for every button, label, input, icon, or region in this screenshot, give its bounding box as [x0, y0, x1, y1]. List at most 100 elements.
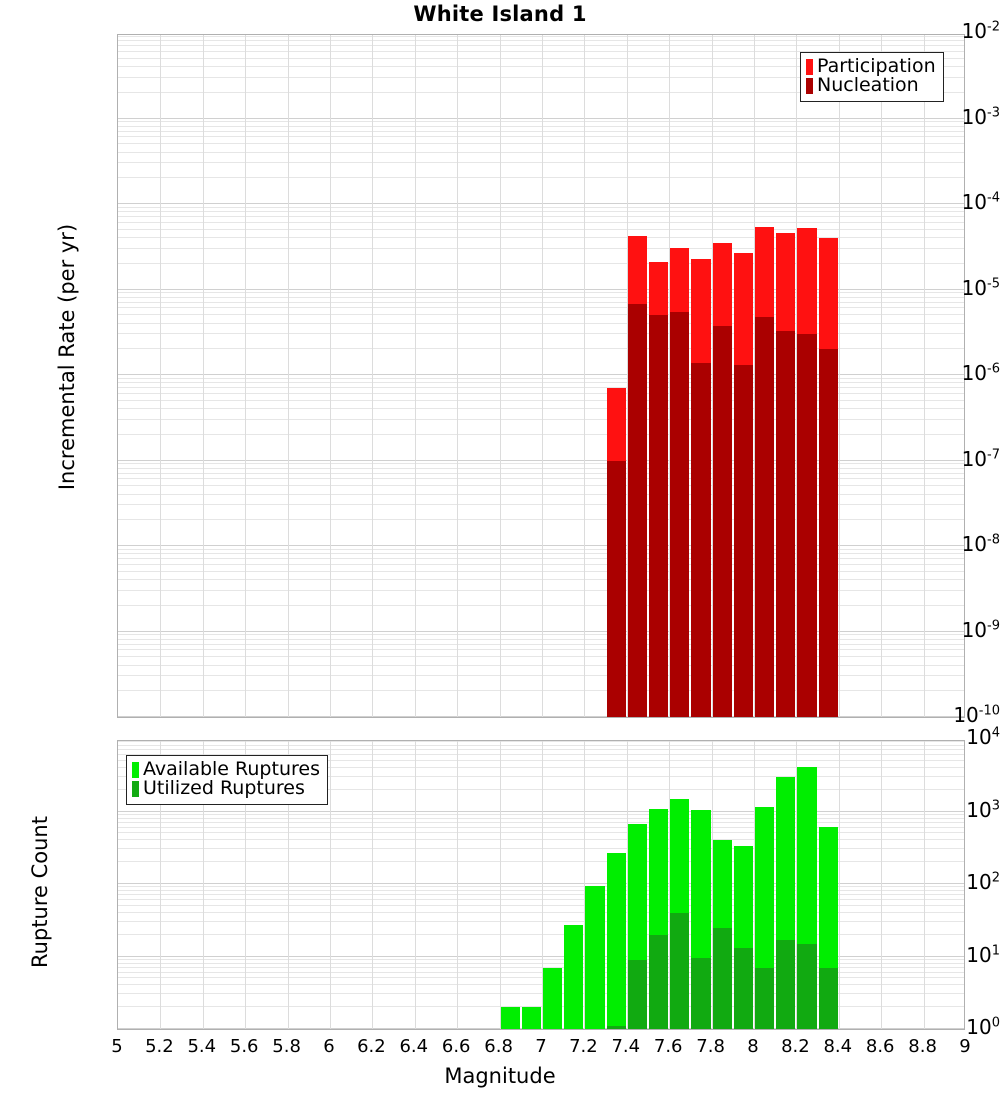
grid-line-horizontal — [118, 861, 964, 863]
grid-line-horizontal — [118, 675, 964, 677]
legend-item-participation[interactable]: Participation — [806, 56, 936, 76]
legend-label-available-ruptures: Available Ruptures — [143, 758, 320, 780]
grid-line-horizontal — [118, 553, 964, 555]
grid-lines-top — [118, 35, 964, 717]
grid-line-horizontal — [118, 374, 964, 375]
grid-line-horizontal — [118, 162, 964, 164]
grid-line-horizontal — [118, 545, 964, 546]
grid-line-vertical — [160, 741, 162, 1029]
grid-line-horizontal — [118, 237, 964, 239]
grid-line-horizontal — [118, 377, 964, 379]
grid-line-horizontal — [118, 382, 964, 384]
grid-line-horizontal — [118, 301, 964, 303]
bar-rupture-count-4 — [585, 741, 605, 1029]
grid-line-horizontal — [118, 206, 964, 208]
y-tick-label: 102 — [966, 870, 1000, 894]
bar-segment-inner — [670, 912, 690, 1029]
grid-line-horizontal — [118, 558, 964, 560]
grid-line-vertical — [499, 35, 501, 717]
grid-line-horizontal — [118, 993, 964, 995]
bar-incremental-rate-9 — [797, 35, 817, 717]
bar-rupture-count-0 — [500, 741, 520, 1029]
grid-line-horizontal — [118, 911, 964, 913]
bar-segment-inner — [797, 943, 817, 1029]
y-tick-label: 10-7 — [961, 446, 1000, 471]
x-tick-label: 5.6 — [229, 1036, 259, 1057]
grid-line-vertical — [838, 741, 840, 1029]
bar-segment-inner — [627, 959, 647, 1029]
bar-incremental-rate-5 — [712, 35, 732, 717]
grid-line-horizontal — [118, 91, 964, 93]
grid-line-vertical — [330, 741, 331, 1029]
bar-segment-inner — [755, 967, 775, 1029]
x-tick-label: 5 — [111, 1036, 123, 1057]
grid-line-vertical — [711, 35, 713, 717]
legend-item-available-ruptures[interactable]: Available Ruptures — [132, 758, 320, 780]
y-axis-title-bottom: Rupture Count — [28, 816, 52, 968]
grid-line-horizontal — [118, 883, 964, 884]
grid-line-horizontal — [118, 296, 964, 298]
grid-line-horizontal — [118, 788, 964, 790]
x-tick-label: 5.4 — [187, 1036, 217, 1057]
bar-segment-inner — [691, 362, 711, 717]
bar-segment-inner — [797, 334, 817, 717]
grid-line-horizontal — [118, 548, 964, 550]
y-axis-title-top: Incremental Rate (per yr) — [55, 223, 79, 491]
grid-line-vertical — [881, 35, 883, 717]
grid-line-horizontal — [118, 136, 964, 138]
grid-line-horizontal — [118, 348, 964, 350]
grid-line-horizontal — [118, 211, 964, 213]
grid-line-horizontal — [118, 387, 964, 389]
grid-line-horizontal — [118, 759, 964, 761]
grid-line-horizontal — [118, 130, 964, 132]
grid-line-vertical — [202, 35, 204, 717]
grid-line-horizontal — [118, 656, 964, 658]
grid-line-horizontal — [118, 408, 964, 410]
grid-line-horizontal — [118, 322, 964, 324]
grid-line-horizontal — [118, 966, 964, 968]
grid-line-horizontal — [118, 984, 964, 986]
x-tick-label: 7.4 — [611, 1036, 641, 1057]
grid-line-vertical — [669, 35, 671, 717]
grid-line-horizontal — [118, 493, 964, 495]
bar-segment-outer — [521, 1007, 541, 1029]
grid-line-horizontal — [118, 933, 964, 935]
grid-line-vertical — [584, 741, 586, 1029]
bar-rupture-count-14 — [797, 741, 817, 1029]
bar-segment-inner — [606, 460, 626, 717]
grid-line-horizontal — [118, 333, 964, 335]
bar-segment-inner — [733, 365, 753, 717]
grid-line-vertical — [330, 35, 331, 717]
legend-label-utilized-ruptures: Utilized Ruptures — [143, 777, 305, 800]
grid-line-horizontal — [118, 35, 964, 37]
grid-line-horizontal — [118, 649, 964, 651]
grid-line-horizontal — [118, 690, 964, 692]
grid-line-horizontal — [118, 754, 964, 756]
grid-line-horizontal — [118, 643, 964, 645]
grid-line-horizontal — [118, 563, 964, 565]
grid-line-horizontal — [118, 1006, 964, 1008]
utilized-ruptures-swatch-icon — [132, 781, 139, 798]
legend-top: Participation Nucleation — [800, 52, 944, 102]
bar-rupture-count-7 — [649, 741, 669, 1029]
available-ruptures-swatch-icon — [132, 761, 139, 778]
grid-line-vertical — [372, 35, 374, 717]
legend-item-utilized-ruptures[interactable]: Utilized Ruptures — [132, 777, 320, 800]
x-tick-label: 6 — [323, 1036, 335, 1057]
grid-line-horizontal — [118, 485, 964, 487]
x-tick-label: 6.8 — [484, 1036, 513, 1057]
x-tick-label: 5.8 — [272, 1036, 301, 1057]
y-tick-label: 10-2 — [961, 19, 1000, 43]
grid-line-horizontal — [118, 472, 964, 474]
bar-rupture-count-2 — [543, 741, 563, 1029]
bar-segment-inner — [712, 326, 732, 717]
y-tick-label: 103 — [966, 797, 1000, 822]
grid-line-horizontal — [118, 810, 964, 812]
grid-line-horizontal — [118, 418, 964, 420]
bar-incremental-rate-0 — [606, 35, 626, 717]
x-tick-label: 6.2 — [357, 1036, 386, 1057]
grid-line-vertical — [414, 35, 416, 717]
y-tick-label: 104 — [966, 725, 1000, 749]
legend-item-nucleation[interactable]: Nucleation — [806, 75, 936, 95]
bar-segment-outer — [606, 852, 626, 1029]
